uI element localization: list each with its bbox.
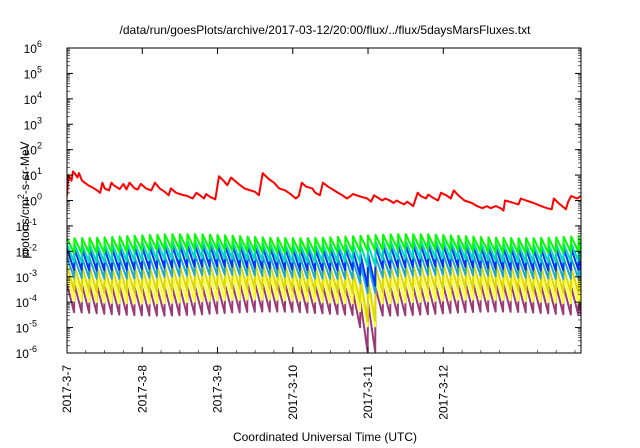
flux-series-line [67, 253, 581, 295]
y-tick-base: 10 [16, 271, 30, 285]
y-tick-exp: 6 [37, 39, 42, 49]
flux-series-line [67, 239, 581, 268]
y-tick-exp: 0 [37, 192, 42, 202]
x-axis: 2017-3-7 2017-3-8 2017-3-9 2017-3-10 2017-3-… [60, 48, 576, 420]
y-tick-label: 10-2 [16, 242, 37, 259]
y-tick-base: 10 [24, 42, 38, 56]
y-tick-label: 100 [24, 192, 42, 209]
y-tick-base: 10 [16, 220, 30, 234]
y-tick-exp: -6 [29, 344, 37, 354]
y-tick-exp: -1 [29, 217, 37, 227]
chart-title: /data/run/goesPlots/archive/2017-03-12/2… [120, 23, 532, 37]
y-tick-base: 10 [24, 118, 38, 132]
y-tick-exp: 5 [37, 64, 42, 74]
y-axis-label-suffix: -s-sr-MeV [18, 141, 32, 194]
y-tick-exp: 4 [37, 90, 42, 100]
x-tick-label: 2017-3-12 [436, 365, 450, 420]
y-tick-base: 10 [16, 347, 30, 361]
y-tick-base: 10 [16, 322, 30, 336]
series-layer [67, 170, 581, 353]
flux-series-line [67, 271, 581, 328]
y-tick-base: 10 [24, 169, 38, 183]
y-tick-label: 104 [24, 90, 42, 107]
y-tick-label: 106 [24, 39, 42, 56]
y-tick-label: 105 [24, 64, 42, 81]
flux-series-line [67, 243, 581, 288]
y-tick-exp: -4 [29, 293, 37, 303]
flux-series-line [67, 262, 581, 323]
y-tick-exp: -3 [29, 268, 37, 278]
y-tick-exp: -5 [29, 319, 37, 329]
y-tick-label: 102 [24, 141, 42, 158]
y-axis-label: protons/cm2-s-sr-MeV [16, 141, 32, 258]
y-tick-base: 10 [16, 245, 30, 259]
y-tick-base: 10 [24, 93, 38, 107]
flux-series-line [67, 233, 581, 255]
y-tick-base: 10 [24, 195, 38, 209]
x-tick-label: 2017-3-11 [361, 365, 375, 419]
y-tick-base: 10 [24, 67, 38, 81]
y-axis: 10-610-510-410-310-210-11001011021031041… [16, 39, 581, 361]
x-tick-label: 2017-3-7 [60, 365, 74, 413]
y-tick-label: 101 [24, 166, 42, 183]
y-tick-base: 10 [16, 296, 30, 310]
x-tick-label: 2017-3-9 [211, 365, 225, 413]
x-tick-label: 2017-3-8 [135, 365, 149, 413]
y-tick-label: 10-3 [16, 268, 37, 285]
x-axis-label: Coordinated Universal Time (UTC) [233, 430, 417, 444]
y-tick-exp: 3 [37, 115, 42, 125]
y-tick-base: 10 [24, 144, 38, 158]
x-tick-label: 2017-3-10 [286, 365, 300, 420]
y-axis-label-sup: 2 [16, 194, 26, 199]
flux-series-line [67, 282, 581, 353]
y-tick-label: 103 [24, 115, 42, 132]
y-tick-label: 10-4 [16, 293, 37, 310]
y-tick-label: 10-1 [16, 217, 37, 234]
y-tick-label: 10-5 [16, 319, 37, 336]
y-tick-exp: 1 [37, 166, 42, 176]
y-tick-exp: 2 [37, 141, 42, 151]
y-axis-label-prefix: protons/cm [18, 199, 32, 258]
y-tick-label: 10-6 [16, 344, 37, 361]
flux-series-line-red [67, 170, 581, 212]
y-tick-exp: -2 [29, 242, 37, 252]
